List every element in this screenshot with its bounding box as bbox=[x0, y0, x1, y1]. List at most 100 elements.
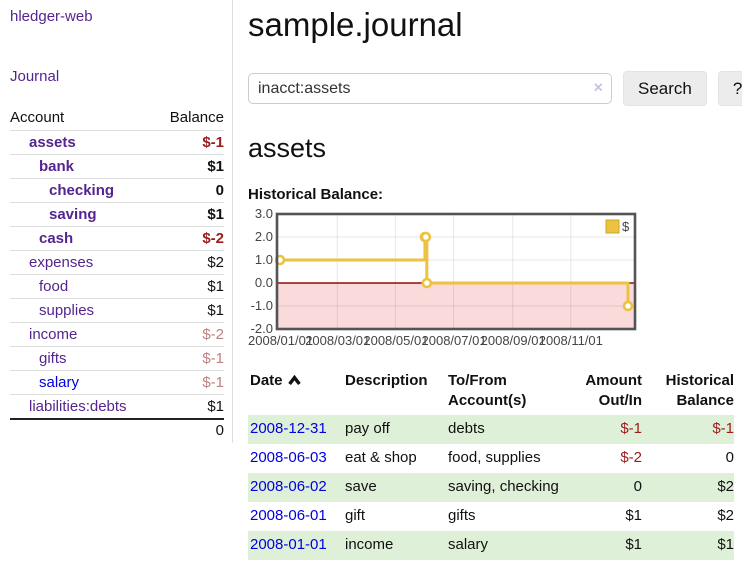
sidebar-item-journal[interactable]: Journal bbox=[10, 68, 60, 85]
account-name-cell: expenses bbox=[10, 250, 157, 275]
account-balance: $1 bbox=[156, 154, 224, 179]
register-table: Date Description To/From Account(s) Amou… bbox=[248, 369, 734, 560]
account-link[interactable]: saving bbox=[49, 206, 97, 223]
transaction-date-cell: 2008-06-02 bbox=[248, 473, 345, 502]
transaction-date-cell: 2008-06-03 bbox=[248, 444, 345, 473]
transaction-date-link[interactable]: 2008-12-31 bbox=[250, 420, 327, 437]
transaction-date-link[interactable]: 2008-06-01 bbox=[250, 507, 327, 524]
account-row: food $1 bbox=[10, 274, 224, 299]
search-input[interactable] bbox=[248, 73, 612, 104]
account-row: cash $-2 bbox=[10, 226, 224, 251]
transaction-description: eat & shop bbox=[345, 449, 417, 466]
account-row: supplies $1 bbox=[10, 298, 224, 323]
page-title: sample.journal bbox=[248, 6, 463, 43]
y-axis-tick: 2.0 bbox=[254, 229, 273, 244]
account-row: bank $1 bbox=[10, 154, 224, 179]
table-row: 2008-01-01 income salary $1 $1 bbox=[248, 531, 734, 560]
account-balance: $-2 bbox=[156, 322, 224, 347]
account-link[interactable]: salary bbox=[39, 374, 80, 391]
transaction-accounts: saving, checking bbox=[448, 478, 559, 495]
register-header-row: Date Description To/From Account(s) Amou… bbox=[248, 369, 734, 415]
account-name-cell: food bbox=[10, 274, 157, 299]
transaction-description: save bbox=[345, 478, 377, 495]
transaction-amount: $-2 bbox=[620, 449, 642, 466]
transaction-date-link[interactable]: 2008-06-03 bbox=[250, 449, 327, 466]
transaction-balance: 0 bbox=[725, 449, 734, 466]
register-col-amount: Amount Out/In bbox=[585, 372, 642, 409]
accounts-total-spacer bbox=[10, 418, 157, 443]
account-balance: 0 bbox=[156, 178, 224, 203]
clear-search-icon[interactable]: × bbox=[593, 79, 603, 97]
transaction-balance: $1 bbox=[717, 536, 734, 553]
account-link[interactable]: cash bbox=[39, 230, 74, 247]
account-balance: $-1 bbox=[156, 370, 224, 395]
register-col-description: Description bbox=[345, 372, 428, 389]
account-heading: assets bbox=[248, 133, 327, 163]
register-col-balance: Historical Balance bbox=[665, 372, 734, 409]
x-axis-tick: 2008/05/01 bbox=[363, 333, 429, 348]
chart-title: Historical Balance: bbox=[248, 186, 384, 203]
transaction-balance: $2 bbox=[717, 507, 734, 524]
transaction-balance: $-1 bbox=[712, 420, 734, 437]
table-row: 2008-06-02 save saving, checking 0 $2 bbox=[248, 473, 734, 502]
y-axis-tick: 1.0 bbox=[254, 252, 273, 267]
transaction-date-cell: 2008-01-01 bbox=[248, 531, 345, 560]
x-axis-tick: 2008/11/01 bbox=[538, 333, 603, 348]
account-link[interactable]: income bbox=[29, 326, 78, 343]
main-content: sample.journal × Search ? assets Histori… bbox=[233, 0, 742, 560]
account-name-cell: checking bbox=[10, 178, 157, 203]
accounts-col-account: Account bbox=[10, 109, 65, 126]
account-balance: $1 bbox=[156, 202, 224, 227]
account-row: liabilities:debts $1 bbox=[10, 394, 224, 419]
historical-balance-chart: $3.0 2.0 1.0 0.0 -1.0 -2.0 2008/01/01 2008/03/0… bbox=[248, 206, 678, 353]
account-link[interactable]: expenses bbox=[29, 254, 94, 271]
y-axis-tick: 0.0 bbox=[254, 275, 273, 290]
account-balance: $-2 bbox=[156, 226, 224, 251]
account-row: saving $1 bbox=[10, 202, 224, 227]
search-box: × bbox=[248, 73, 612, 104]
x-axis-tick: 2008/03/01 bbox=[305, 333, 371, 348]
app-root: hledger-web Journal Account Balance asse… bbox=[10, 0, 742, 560]
transaction-date-link[interactable]: 2008-01-01 bbox=[250, 536, 327, 553]
search-form: × Search ? bbox=[248, 71, 742, 106]
account-name-cell: liabilities:debts bbox=[10, 394, 157, 419]
account-link[interactable]: bank bbox=[39, 158, 75, 175]
register-col-date[interactable]: Date bbox=[248, 369, 345, 415]
table-row: 2008-06-03 eat & shop food, supplies $-2 0 bbox=[248, 444, 734, 473]
transaction-date-link[interactable]: 2008-06-02 bbox=[250, 478, 327, 495]
chart-canvas: $ bbox=[275, 212, 637, 331]
account-link[interactable]: food bbox=[39, 278, 69, 295]
account-link[interactable]: supplies bbox=[39, 302, 95, 319]
accounts-table: Account Balance assets $-1 bank $1 checking 0… bbox=[10, 106, 224, 443]
transaction-amount: 0 bbox=[633, 478, 642, 495]
help-button[interactable]: ? bbox=[717, 71, 742, 106]
account-row: income $-2 bbox=[10, 322, 224, 347]
account-link[interactable]: checking bbox=[49, 182, 115, 199]
search-button[interactable]: Search bbox=[623, 71, 707, 106]
account-name-cell: assets bbox=[10, 130, 157, 155]
account-name-cell: cash bbox=[10, 226, 157, 251]
accounts-header-row: Account Balance bbox=[10, 106, 224, 131]
legend-label: $ bbox=[622, 219, 630, 234]
account-balance: $1 bbox=[156, 274, 224, 299]
transaction-amount: $1 bbox=[625, 536, 642, 553]
register-col-accounts: To/From Account(s) bbox=[448, 372, 527, 409]
account-name-cell: bank bbox=[10, 154, 157, 179]
account-balance: $-1 bbox=[156, 130, 224, 155]
account-name-cell: salary bbox=[10, 370, 157, 395]
account-link[interactable]: liabilities:debts bbox=[29, 398, 127, 415]
transaction-accounts: salary bbox=[448, 536, 489, 553]
transaction-accounts: gifts bbox=[448, 507, 476, 524]
register-col-date-label: Date bbox=[250, 372, 283, 389]
transaction-accounts: debts bbox=[448, 420, 485, 437]
transaction-date-cell: 2008-06-01 bbox=[248, 502, 345, 531]
account-link[interactable]: assets bbox=[29, 134, 76, 151]
account-link[interactable]: gifts bbox=[39, 350, 67, 367]
brand-link[interactable]: hledger-web bbox=[10, 8, 93, 25]
table-row: 2008-12-31 pay off debts $-1 $-1 bbox=[248, 415, 734, 444]
account-row: gifts $-1 bbox=[10, 346, 224, 371]
transaction-description: pay off bbox=[345, 420, 390, 437]
account-balance: $1 bbox=[156, 394, 224, 419]
transaction-amount: $-1 bbox=[620, 420, 642, 437]
accounts-col-balance: Balance bbox=[169, 109, 224, 126]
